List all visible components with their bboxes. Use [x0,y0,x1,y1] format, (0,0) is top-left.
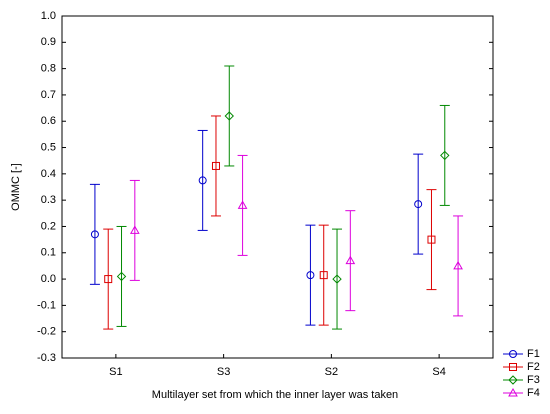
y-tick-label: -0.2 [37,326,56,338]
error-bar [345,210,356,312]
error-bar [210,115,221,217]
error-bar [426,189,437,291]
point [332,274,342,284]
y-tick-label: 0.6 [41,115,56,127]
y-tick-label: 0.5 [41,141,56,153]
point [453,260,463,270]
error-bar [197,129,208,231]
legend-marker [509,350,517,358]
error-bar [116,225,127,327]
error-bar [89,183,100,285]
point [224,111,234,121]
legend-marker [508,387,518,397]
point [129,225,140,234]
y-tick-label: 0.0 [41,273,56,285]
error-bar [439,104,450,206]
point [440,150,450,161]
y-axis-label: OMMC [-] [10,163,22,211]
point [104,275,113,284]
y-tick-label: -0.1 [37,299,56,311]
y-tick-label: 0.8 [41,63,56,75]
point [211,161,220,170]
y-tick-label: 0.1 [41,247,56,259]
error-bar [305,224,316,326]
error-bar [103,228,114,330]
point [319,271,328,280]
error-bar [413,153,424,255]
error-bar [224,65,235,167]
y-tick-label: 0.3 [41,194,56,206]
point [237,200,248,209]
x-tick-label: S1 [109,366,122,378]
y-tick-label: 0.7 [41,89,56,101]
legend-label: F4 [527,387,540,399]
y-tick-label: -0.3 [37,352,56,364]
error-bar [453,215,464,317]
legend-marker [508,375,518,385]
legend-marker [509,363,517,371]
point [427,235,436,244]
x-tick-label: S3 [217,366,230,378]
point [90,230,99,239]
y-tick-label: 1.0 [41,10,56,22]
point [345,255,356,265]
x-tick-label: S2 [325,366,338,378]
y-tick-label: 0.4 [41,168,56,180]
legend-label: F3 [527,374,540,386]
error-bar [237,154,248,256]
point [414,200,423,209]
legend-label: F2 [527,361,540,373]
point [198,176,207,185]
legend-label: F1 [527,348,540,360]
x-tick-label: S4 [432,366,445,378]
point [116,271,127,282]
error-bar [332,228,343,330]
error-bar [129,179,140,281]
y-tick-label: 0.9 [41,36,56,48]
x-axis-label: Multilayer set from which the inner laye… [152,389,398,401]
y-tick-label: 0.2 [41,220,56,232]
point [306,271,315,280]
plot-frame [61,15,494,359]
error-bar [318,224,329,326]
